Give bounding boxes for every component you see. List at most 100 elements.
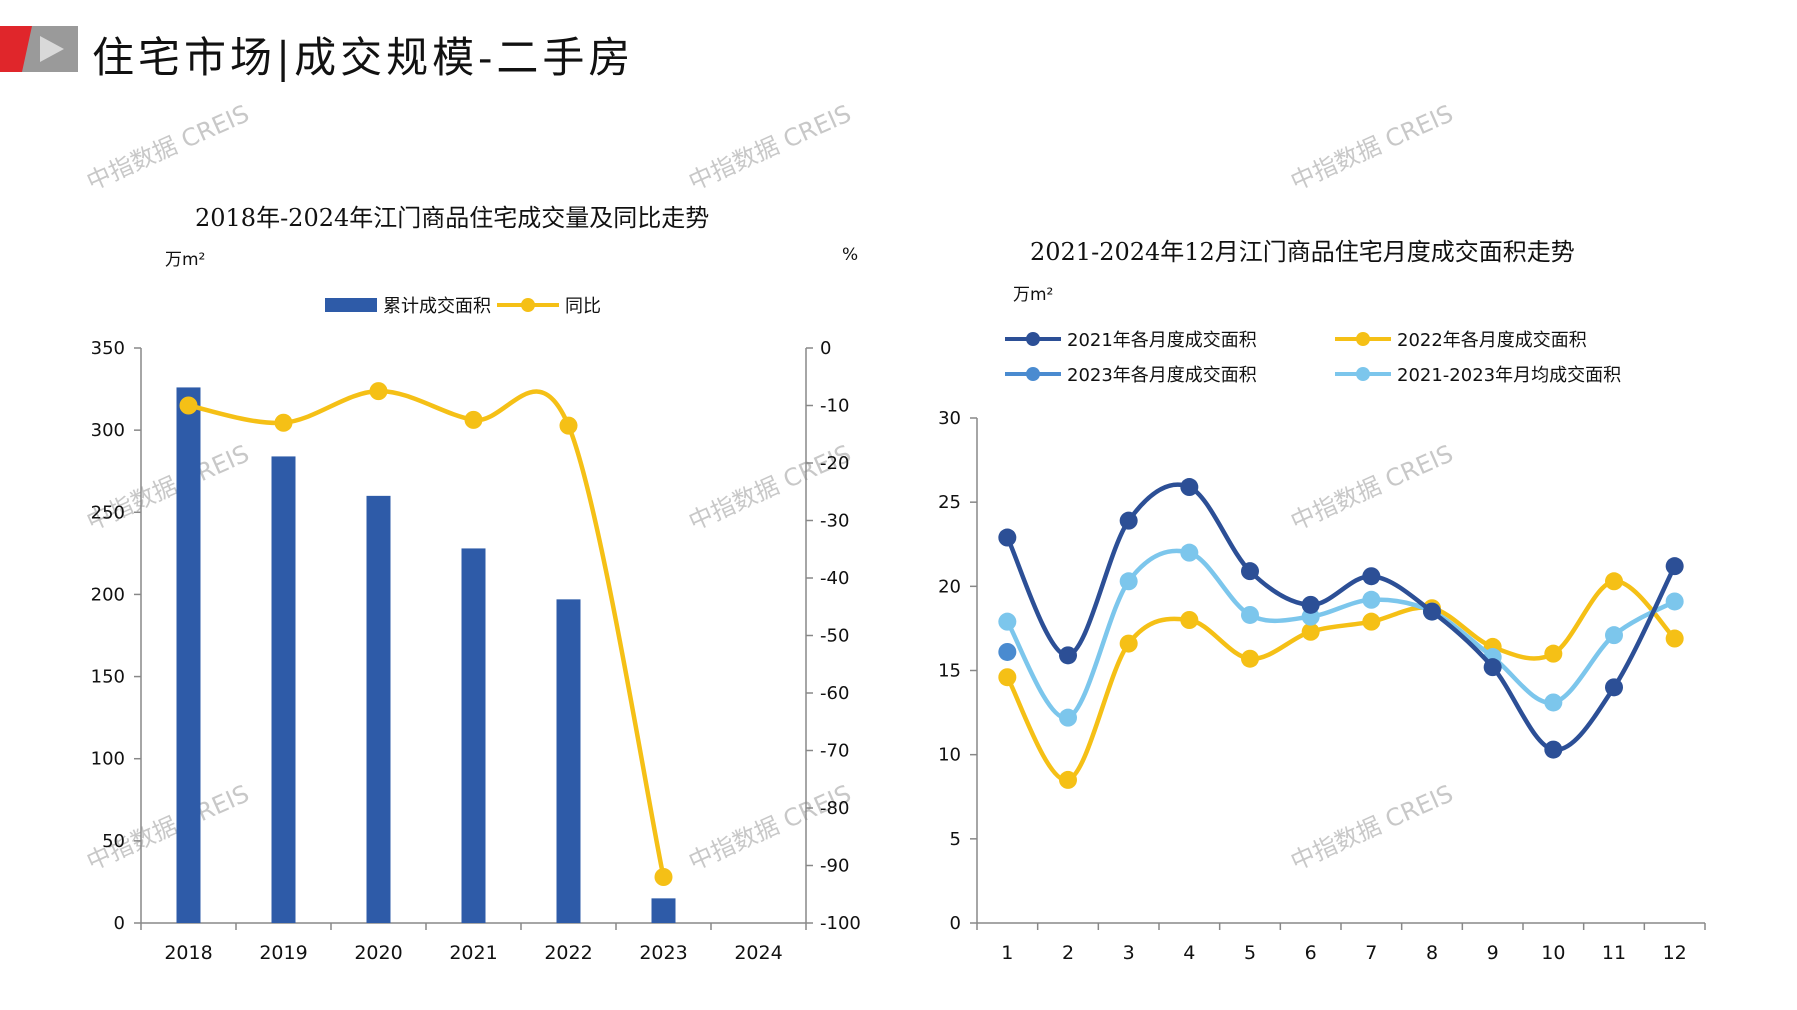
point-2021-m4 xyxy=(1180,478,1199,497)
point-2022-m10 xyxy=(1544,644,1563,663)
point-2021-m2 xyxy=(1059,646,1077,665)
legend-monthly-2023: 2023年各月度成交面积 xyxy=(1005,361,1257,387)
page-header: 住宅市场|成交规模-二手房 xyxy=(0,18,900,82)
point-avg-m2 xyxy=(1059,708,1077,727)
legend-label-2021: 2021年各月度成交面积 xyxy=(1067,330,1257,351)
yoy-point-2019 xyxy=(274,413,293,432)
x-tick-label: 8 xyxy=(1426,942,1438,964)
point-2022-m11 xyxy=(1605,572,1623,591)
point-2021-m12 xyxy=(1665,557,1684,576)
x-tick-label: 6 xyxy=(1305,942,1317,964)
x-tick-label: 2 xyxy=(1062,942,1074,964)
point-2022-m3 xyxy=(1119,634,1138,653)
x-tick-label: 2023 xyxy=(639,942,687,964)
point-2022-m12 xyxy=(1665,629,1684,648)
point-2022-m1 xyxy=(998,668,1017,687)
legend-annual: 累计成交面积 同比 xyxy=(325,292,601,318)
x-tick-label: 10 xyxy=(1541,942,1565,964)
yoy-point-2021 xyxy=(464,410,483,429)
point-2021-m8 xyxy=(1423,602,1441,621)
y-tick-label: 20 xyxy=(938,576,961,597)
point-2021-m10 xyxy=(1544,740,1563,759)
brand-logo xyxy=(0,26,78,72)
right-y-tick-label: -40 xyxy=(820,568,849,589)
legend-label-avg: 2021-2023年月均成交面积 xyxy=(1397,365,1622,386)
point-2021-m5 xyxy=(1241,562,1259,581)
right-y-tick-label: -70 xyxy=(820,741,849,762)
point-avg-m7 xyxy=(1362,590,1381,609)
legend-bar-swatch xyxy=(325,298,377,312)
x-tick-label: 9 xyxy=(1487,942,1499,964)
left-y-tick-label: 200 xyxy=(91,584,125,605)
x-tick-label: 2018 xyxy=(164,942,212,964)
right-y-tick-label: 0 xyxy=(820,338,831,359)
x-tick-label: 11 xyxy=(1602,942,1626,964)
legend-monthly-avg: 2021-2023年月均成交面积 xyxy=(1335,361,1621,387)
legend-label-area: 累计成交面积 xyxy=(383,296,491,317)
point-avg-m12 xyxy=(1665,592,1684,611)
point-2022-m2 xyxy=(1059,770,1077,789)
point-2021-m9 xyxy=(1483,658,1502,677)
x-tick-label: 4 xyxy=(1183,942,1195,964)
point-2023-m1 xyxy=(998,642,1017,661)
bar-area-2018 xyxy=(176,387,201,923)
legend-swatch-avg xyxy=(1335,367,1391,381)
x-tick-label: 2021 xyxy=(449,942,497,964)
series-line-2021 xyxy=(1005,482,1677,752)
x-tick-label: 2020 xyxy=(354,942,402,964)
left-y-tick-label: 250 xyxy=(91,502,125,523)
yoy-line xyxy=(188,388,666,878)
bar-area-2021 xyxy=(461,548,486,923)
legend-label-yoy: 同比 xyxy=(565,296,601,317)
legend-monthly-2022: 2022年各月度成交面积 xyxy=(1335,326,1587,352)
x-tick-label: 3 xyxy=(1123,942,1135,964)
bar-area-2023 xyxy=(651,898,676,923)
point-2022-m4 xyxy=(1180,611,1199,629)
chart-title-monthly: 2021-2024年12月江门商品住宅月度成交面积走势 xyxy=(1030,238,1575,266)
right-y-tick-label: -80 xyxy=(820,798,849,819)
left-axis-unit: 万m² xyxy=(165,250,206,270)
point-avg-m5 xyxy=(1241,605,1259,624)
x-tick-label: 5 xyxy=(1244,942,1256,964)
right-axis-unit: % xyxy=(842,245,859,265)
bar-area-2020 xyxy=(366,495,391,923)
point-avg-m4 xyxy=(1180,543,1199,562)
legend-swatch-2021 xyxy=(1005,332,1061,346)
series-line-2022 xyxy=(1005,579,1677,783)
yoy-point-2023 xyxy=(654,868,673,886)
left-y-tick-label: 350 xyxy=(91,338,125,359)
y-tick-label: 5 xyxy=(950,829,961,850)
monthly-axis-unit: 万m² xyxy=(1013,285,1054,305)
bar-area-2019 xyxy=(271,456,296,923)
point-2021-m11 xyxy=(1605,678,1623,697)
point-2021-m7 xyxy=(1362,567,1381,586)
left-y-tick-label: 0 xyxy=(114,913,125,934)
point-avg-m1 xyxy=(998,612,1017,631)
left-y-tick-label: 100 xyxy=(91,749,125,770)
bar-area-2022 xyxy=(556,599,581,923)
x-tick-label: 2019 xyxy=(259,942,307,964)
left-y-tick-label: 50 xyxy=(102,831,125,852)
y-tick-label: 15 xyxy=(938,661,961,682)
right-y-tick-label: -100 xyxy=(820,913,861,934)
point-2022-m5 xyxy=(1241,649,1259,668)
point-2021-m3 xyxy=(1119,511,1138,530)
legend-line-swatch xyxy=(497,298,559,312)
annual-volume-chart: 0 50 100 150 200 250 300 350 0 -10 -20 -30 -40 -50 -60… xyxy=(91,338,861,964)
yoy-point-2022 xyxy=(559,416,578,435)
y-tick-label: 25 xyxy=(938,492,961,513)
y-tick-label: 10 xyxy=(938,745,961,766)
x-tick-label: 7 xyxy=(1365,942,1377,964)
left-y-tick-label: 150 xyxy=(91,667,125,688)
legend-label-2022: 2022年各月度成交面积 xyxy=(1397,330,1587,351)
legend-monthly-2021: 2021年各月度成交面积 xyxy=(1005,326,1257,352)
chart-title-annual: 2018年-2024年江门商品住宅成交量及同比走势 xyxy=(195,204,710,232)
page-title: 住宅市场|成交规模-二手房 xyxy=(92,33,635,82)
x-tick-label: 2024 xyxy=(734,942,782,964)
legend-label-2023: 2023年各月度成交面积 xyxy=(1067,365,1257,386)
x-tick-label: 12 xyxy=(1663,942,1687,964)
y-tick-label: 0 xyxy=(950,913,961,934)
legend-swatch-2023 xyxy=(1005,367,1061,381)
right-y-tick-label: -60 xyxy=(820,683,849,704)
